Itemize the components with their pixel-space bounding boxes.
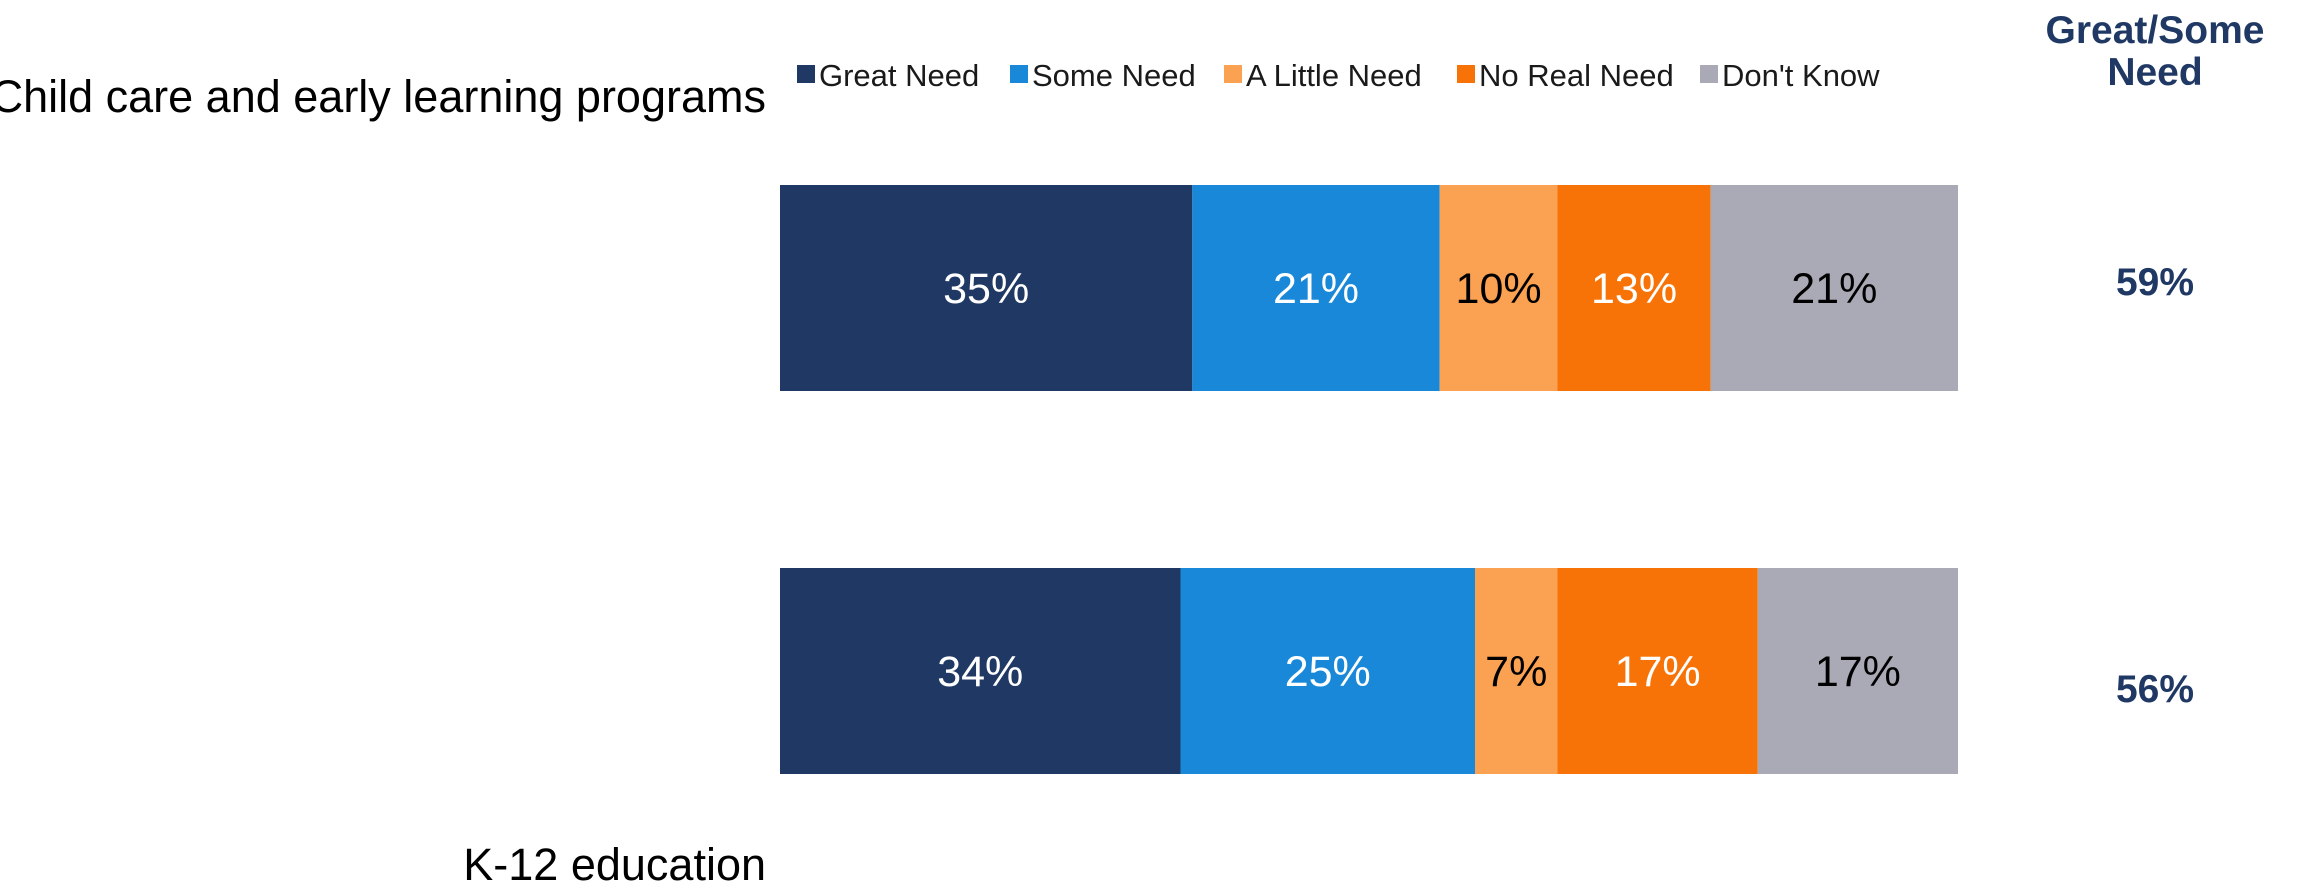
data-label-don-t-know-row-1: 21% (1791, 265, 1877, 313)
bars: 35% 21% 10% 13% 21% 34% 25% 7% 17% 17% (780, 185, 1958, 774)
bar-segment-a-little-need-row-1 (1439, 185, 1558, 391)
data-label-great-need-row-2: 34% (937, 648, 1023, 696)
legend-swatch-great-need (797, 65, 815, 83)
bar-segment-don-t-know-row-1 (1710, 185, 1958, 391)
data-label-some-need-row-1: 21% (1273, 265, 1359, 313)
bar-segment-some-need-row-2 (1180, 568, 1476, 774)
data-label-a-little-need-row-1: 10% (1456, 265, 1542, 313)
data-label-great-need-row-1: 35% (943, 265, 1029, 313)
summary-value-row-2: 56% (2116, 668, 2194, 711)
legend-label-great-need: Great Need (819, 58, 979, 93)
summary-column: Great/Some Need 59% 56% (2046, 9, 2265, 711)
bar-segment-no-real-need-row-1 (1557, 185, 1711, 391)
row-label-1: Child care and early learning programs (0, 71, 766, 122)
legend-swatch-some-need (1010, 65, 1028, 83)
legend-label-don-t-know: Don't Know (1722, 58, 1880, 93)
legend-swatch-no-real-need (1457, 65, 1475, 83)
data-label-don-t-know-row-2: 17% (1815, 648, 1901, 696)
data-label-no-real-need-row-2: 17% (1615, 648, 1701, 696)
bar-segment-a-little-need-row-2 (1475, 568, 1558, 774)
bar-segment-no-real-need-row-2 (1557, 568, 1758, 774)
data-label-no-real-need-row-1: 13% (1591, 265, 1677, 313)
legend-label-some-need: Some Need (1032, 58, 1196, 93)
legend-swatch-a-little-need (1224, 65, 1242, 83)
data-label-some-need-row-2: 25% (1285, 648, 1371, 696)
summary-header-line1: Great/Some (2046, 9, 2265, 52)
data-label-a-little-need-row-2: 7% (1485, 648, 1547, 696)
legend-label-no-real-need: No Real Need (1479, 58, 1674, 93)
legend-swatch-don-t-know (1700, 65, 1718, 83)
bar-segment-great-need-row-1 (780, 185, 1193, 391)
legend: Great Need Some Need A Little Need No Real … (797, 58, 1880, 93)
summary-value-row-1: 59% (2116, 261, 2194, 304)
summary-header-line2: Need (2107, 51, 2202, 94)
legend-label-a-little-need: A Little Need (1246, 58, 1422, 93)
bar-segment-great-need-row-2 (780, 568, 1181, 774)
row-labels: Child care and early learning programs K-… (0, 71, 766, 882)
bar-segment-don-t-know-row-2 (1757, 568, 1958, 774)
bar-segment-some-need-row-1 (1192, 185, 1440, 391)
row-label-2: K-12 education (463, 839, 766, 882)
